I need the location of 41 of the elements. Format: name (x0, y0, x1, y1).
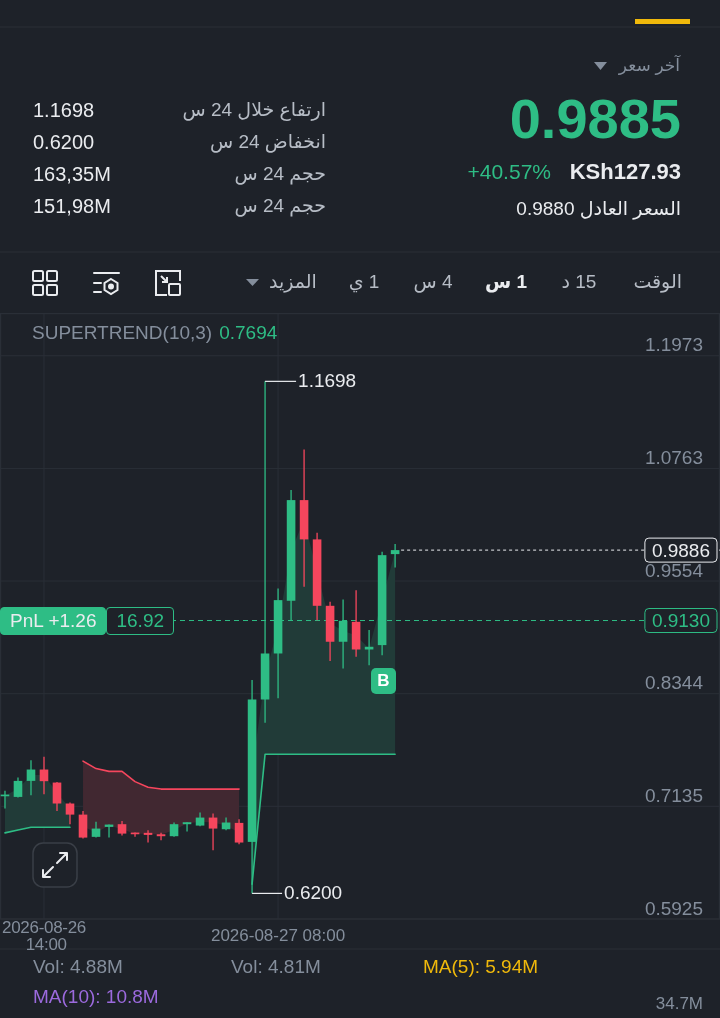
x-tick-label: 2026-08-27 08:00 (210, 926, 346, 945)
text: 34.7M (655, 993, 703, 1015)
text: حجم 24 س (234, 162, 326, 186)
text: ارتفاع خلال 24 س (182, 98, 326, 122)
text: الوقت (633, 270, 682, 294)
text: 1.1698 (33, 98, 95, 122)
text: +40.57% (467, 159, 551, 185)
annotation: 1.1698 (298, 369, 357, 393)
text: 0.6200 (33, 130, 95, 154)
annotation: PnL +1.26 (0, 606, 107, 635)
text: آخر سعر (618, 55, 680, 77)
annotation: 0.6200 (284, 881, 343, 905)
text: المزيد (269, 270, 317, 294)
y-tick-label: 0.8344 (644, 672, 704, 694)
text: حجم 24 س (234, 194, 326, 218)
text: 1 ي (348, 270, 380, 294)
text: Vol: 4.88M (33, 955, 123, 979)
ref-line-label: 0.9130 (651, 610, 710, 632)
y-tick-label: 1.0763 (644, 446, 703, 468)
text: 1 س (484, 270, 528, 294)
text: MA(5): 5.94M (423, 955, 539, 979)
text: MA(10): 10.8M (33, 985, 159, 1009)
y-tick-label: 0.7135 (644, 784, 703, 806)
y-tick-label: 0.9554 (644, 559, 704, 581)
y-tick-label: 0.5925 (644, 897, 703, 919)
text: Vol: 4.81M (231, 955, 321, 979)
text: 15 د (561, 270, 597, 294)
annotation: SUPERTREND(10,3) (32, 321, 213, 345)
text: 4 س (413, 270, 453, 294)
annotation: 0.7694 (219, 321, 278, 345)
annotation: B (371, 667, 396, 694)
text: انخفاض 24 س (209, 130, 326, 154)
text: 163,35M (33, 162, 111, 186)
x-tick-label: 2026-08-26 14:00 (2, 918, 86, 954)
text: السعر العادل 0.9880 (516, 197, 681, 221)
annotation: 16.92 (106, 606, 175, 635)
ref-line-label: 0.9886 (651, 539, 710, 561)
text: 0.9885 (509, 86, 681, 153)
text: KSh127.93 (569, 158, 681, 186)
text: 151,98M (33, 194, 111, 218)
y-tick-label: 1.1973 (644, 334, 703, 356)
